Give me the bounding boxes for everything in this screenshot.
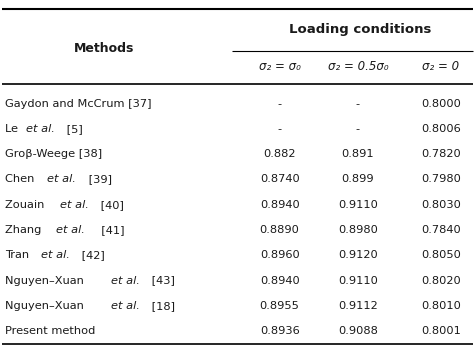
Text: 0.9120: 0.9120	[338, 250, 378, 260]
Text: 0.891: 0.891	[342, 149, 374, 159]
Text: 0.8020: 0.8020	[421, 275, 461, 286]
Text: Zouain: Zouain	[5, 200, 48, 210]
Text: -: -	[278, 99, 282, 108]
Text: et al.: et al.	[26, 124, 55, 134]
Text: 0.7980: 0.7980	[421, 174, 461, 184]
Text: Methods: Methods	[74, 42, 135, 55]
Text: 0.8940: 0.8940	[260, 200, 300, 210]
Text: et al.: et al.	[60, 200, 89, 210]
Text: et al.: et al.	[111, 301, 140, 311]
Text: [43]: [43]	[148, 275, 175, 286]
Text: Le: Le	[5, 124, 21, 134]
Text: 0.9110: 0.9110	[338, 275, 378, 286]
Text: et al.: et al.	[111, 275, 140, 286]
Text: Tran: Tran	[5, 250, 33, 260]
Text: 0.899: 0.899	[342, 174, 374, 184]
Text: σ₂ = 0: σ₂ = 0	[422, 60, 459, 73]
Text: 0.8006: 0.8006	[421, 124, 461, 134]
Text: 0.882: 0.882	[264, 149, 296, 159]
Text: 0.7840: 0.7840	[421, 225, 461, 235]
Text: 0.8000: 0.8000	[421, 99, 461, 108]
Text: Nguyen–Xuan: Nguyen–Xuan	[5, 301, 87, 311]
Text: et al.: et al.	[41, 250, 69, 260]
Text: 0.9110: 0.9110	[338, 200, 378, 210]
Text: et al.: et al.	[47, 174, 76, 184]
Text: Present method: Present method	[5, 326, 95, 336]
Text: 0.8890: 0.8890	[260, 225, 300, 235]
Text: Loading conditions: Loading conditions	[289, 23, 431, 36]
Text: -: -	[356, 99, 360, 108]
Text: -: -	[356, 124, 360, 134]
Text: -: -	[278, 124, 282, 134]
Text: 0.8940: 0.8940	[260, 275, 300, 286]
Text: [42]: [42]	[78, 250, 105, 260]
Text: [18]: [18]	[148, 301, 175, 311]
Text: Nguyen–Xuan: Nguyen–Xuan	[5, 275, 87, 286]
Text: [40]: [40]	[98, 200, 124, 210]
Text: Groβ-Weege [38]: Groβ-Weege [38]	[5, 149, 102, 159]
Text: et al.: et al.	[56, 225, 85, 235]
Text: 0.8936: 0.8936	[260, 326, 300, 336]
Text: Chen: Chen	[5, 174, 38, 184]
Text: 0.8010: 0.8010	[421, 301, 461, 311]
Text: 0.8001: 0.8001	[421, 326, 461, 336]
Text: 0.9112: 0.9112	[338, 301, 378, 311]
Text: 0.9088: 0.9088	[338, 326, 378, 336]
Text: 0.8960: 0.8960	[260, 250, 300, 260]
Text: [5]: [5]	[64, 124, 83, 134]
Text: [41]: [41]	[93, 225, 124, 235]
Text: 0.8050: 0.8050	[421, 250, 461, 260]
Text: σ₂ = σ₀: σ₂ = σ₀	[259, 60, 301, 73]
Text: [39]: [39]	[84, 174, 111, 184]
Text: Gaydon and McCrum [37]: Gaydon and McCrum [37]	[5, 99, 151, 108]
Text: σ₂ = 0.5σ₀: σ₂ = 0.5σ₀	[328, 60, 388, 73]
Text: 0.8955: 0.8955	[260, 301, 300, 311]
Text: Zhang: Zhang	[5, 225, 45, 235]
Text: 0.8740: 0.8740	[260, 174, 300, 184]
Text: 0.7820: 0.7820	[421, 149, 461, 159]
Text: 0.8980: 0.8980	[338, 225, 378, 235]
Text: 0.8030: 0.8030	[421, 200, 461, 210]
